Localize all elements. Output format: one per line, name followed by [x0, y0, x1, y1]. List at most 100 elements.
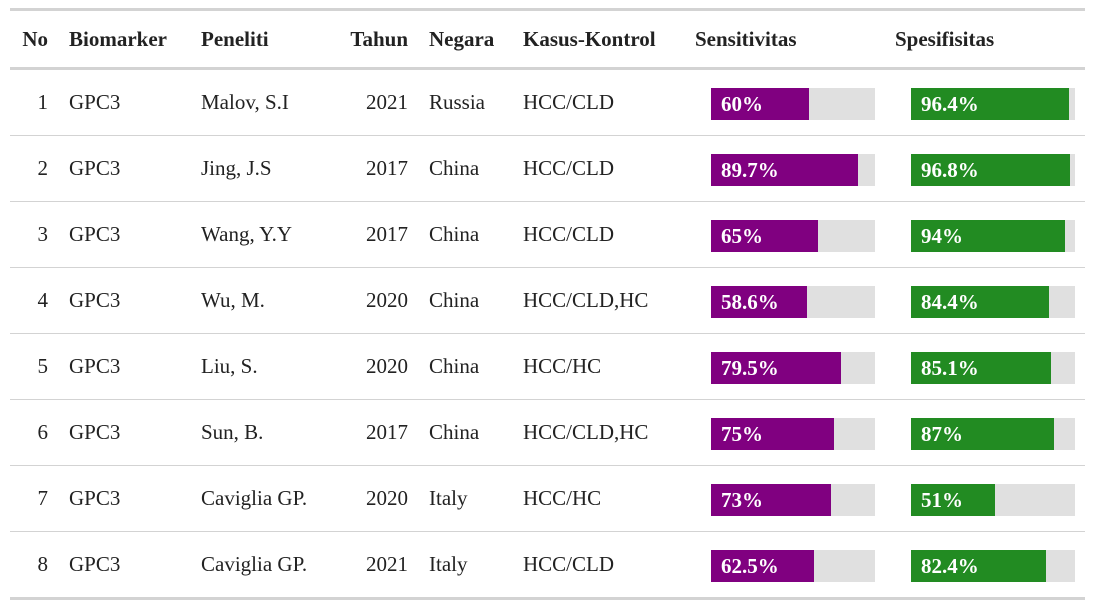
sensitivitas-label: 89.7% — [721, 157, 779, 182]
sensitivitas-bar: 62.5% — [711, 550, 875, 582]
cell-biomarker: GPC3 — [69, 222, 121, 246]
cell-biomarker: GPC3 — [69, 354, 121, 378]
sensitivitas-label: 65% — [721, 223, 763, 248]
cell-biomarker: GPC3 — [69, 486, 121, 510]
header-sensitivitas: Sensitivitas — [695, 26, 797, 51]
spesifisitas-bar-fill — [911, 286, 1050, 318]
table-row: 6 GPC3 Sun, B. 2017 China HCC/CLD,HC 75% 87% — [10, 400, 1085, 465]
cell-no: 6 — [37, 420, 49, 444]
sensitivitas-label: 60% — [721, 91, 763, 116]
cell-no: 8 — [37, 552, 49, 576]
sensitivitas-label: 79.5% — [721, 355, 779, 380]
cell-kasus-kontrol: HCC/CLD — [523, 156, 615, 180]
cell-no: 2 — [37, 156, 49, 180]
cell-kasus-kontrol: HCC/CLD — [523, 90, 615, 114]
sensitivitas-label: 58.6% — [721, 289, 779, 314]
sensitivitas-bar: 89.7% — [711, 154, 875, 186]
header-biomarker: Biomarker — [69, 26, 167, 51]
cell-tahun: 2021 — [366, 552, 408, 576]
row-divider — [10, 267, 1085, 268]
row-divider — [10, 399, 1085, 400]
spesifisitas-label: 85.1% — [921, 355, 979, 380]
spesifisitas-label: 94% — [921, 223, 963, 248]
spesifisitas-bar: 51% — [911, 484, 1075, 516]
table-row: 2 GPC3 Jing, J.S 2017 China HCC/CLD 89.7% 96.8% — [10, 136, 1085, 201]
spesifisitas-bar: 96.4% — [911, 88, 1075, 120]
sensitivitas-bar-fill — [711, 352, 842, 384]
table-row: 4 GPC3 Wu, M. 2020 China HCC/CLD,HC 58.6% 84.4% — [10, 268, 1085, 333]
cell-biomarker: GPC3 — [69, 552, 121, 576]
cell-kasus-kontrol: HCC/CLD — [523, 222, 615, 246]
cell-no: 3 — [37, 222, 49, 246]
cell-tahun: 2020 — [366, 288, 408, 312]
header-rule — [10, 67, 1085, 70]
cell-negara: China — [429, 222, 480, 246]
spesifisitas-bar-fill — [911, 154, 1070, 186]
cell-kasus-kontrol: HCC/CLD,HC — [523, 420, 649, 444]
cell-no: 7 — [37, 486, 49, 510]
spesifisitas-bar: 82.4% — [911, 550, 1075, 582]
cell-kasus-kontrol: HCC/CLD — [523, 552, 615, 576]
cell-biomarker: GPC3 — [69, 420, 121, 444]
cell-tahun: 2020 — [366, 354, 408, 378]
cell-negara: China — [429, 354, 480, 378]
table-body: 1 GPC3 Malov, S.I 2021 Russia HCC/CLD 60% 96.4%… — [10, 70, 1085, 597]
spesifisitas-label: 51% — [921, 487, 963, 512]
header-peneliti: Peneliti — [201, 26, 269, 51]
cell-negara: Russia — [429, 90, 486, 114]
cell-tahun: 2021 — [366, 90, 408, 114]
spesifisitas-bar: 96.8% — [911, 154, 1075, 186]
table-row: 8 GPC3 Caviglia GP. 2021 Italy HCC/CLD 62.5% 82… — [10, 532, 1085, 597]
row-divider — [10, 135, 1085, 136]
cell-tahun: 2017 — [366, 156, 408, 180]
spesifisitas-bar-fill — [911, 88, 1070, 120]
cell-no: 5 — [37, 354, 49, 378]
cell-peneliti: Jing, J.S — [201, 156, 272, 180]
spesifisitas-bar-fill — [911, 220, 1066, 252]
cell-biomarker: GPC3 — [69, 288, 121, 312]
table-row: 1 GPC3 Malov, S.I 2021 Russia HCC/CLD 60% 96.4% — [10, 70, 1085, 135]
table-header: No Biomarker Peneliti Tahun Negara Kasus… — [10, 11, 1085, 67]
cell-peneliti: Caviglia GP. — [201, 486, 308, 510]
cell-tahun: 2017 — [366, 420, 408, 444]
biomarker-table: No Biomarker Peneliti Tahun Negara Kasus… — [10, 8, 1085, 600]
spesifisitas-bar-fill — [911, 550, 1047, 582]
sensitivitas-bar-fill — [711, 154, 859, 186]
cell-peneliti: Wang, Y.Y — [201, 222, 293, 246]
spesifisitas-bar: 94% — [911, 220, 1075, 252]
sensitivitas-bar: 75% — [711, 418, 875, 450]
spesifisitas-bar: 84.4% — [911, 286, 1075, 318]
table-row: 3 GPC3 Wang, Y.Y 2017 China HCC/CLD 65% 94% — [10, 202, 1085, 267]
table-row: 5 GPC3 Liu, S. 2020 China HCC/HC 79.5% 85.1% — [10, 334, 1085, 399]
sensitivitas-bar: 60% — [711, 88, 875, 120]
spesifisitas-label: 87% — [921, 421, 963, 446]
spesifisitas-bar: 85.1% — [911, 352, 1075, 384]
cell-peneliti: Caviglia GP. — [201, 552, 308, 576]
header-kasus-kontrol: Kasus-Kontrol — [523, 26, 656, 51]
header-negara: Negara — [429, 26, 495, 51]
cell-negara: China — [429, 420, 480, 444]
row-divider — [10, 465, 1085, 466]
cell-kasus-kontrol: HCC/CLD,HC — [523, 288, 649, 312]
spesifisitas-label: 82.4% — [921, 553, 979, 578]
table-row: 7 GPC3 Caviglia GP. 2020 Italy HCC/HC 73% 51% — [10, 466, 1085, 531]
spesifisitas-label: 84.4% — [921, 289, 979, 314]
sensitivitas-bar-fill — [711, 286, 808, 318]
cell-biomarker: GPC3 — [69, 156, 121, 180]
sensitivitas-bar: 65% — [711, 220, 875, 252]
header-no: No — [22, 26, 48, 51]
spesifisitas-bar-fill — [911, 418, 1054, 450]
sensitivitas-bar-fill — [711, 484, 831, 516]
spesifisitas-label: 96.8% — [921, 157, 979, 182]
cell-tahun: 2017 — [366, 222, 408, 246]
cell-negara: China — [429, 288, 480, 312]
sensitivitas-bar-fill — [711, 220, 818, 252]
spesifisitas-bar: 87% — [911, 418, 1075, 450]
sensitivitas-bar-fill — [711, 550, 814, 582]
sensitivitas-label: 73% — [721, 487, 763, 512]
sensitivitas-bar-fill — [711, 418, 834, 450]
sensitivitas-bar: 58.6% — [711, 286, 875, 318]
cell-kasus-kontrol: HCC/HC — [523, 486, 602, 510]
spesifisitas-label: 96.4% — [921, 91, 979, 116]
header-spesifisitas: Spesifisitas — [895, 26, 995, 51]
